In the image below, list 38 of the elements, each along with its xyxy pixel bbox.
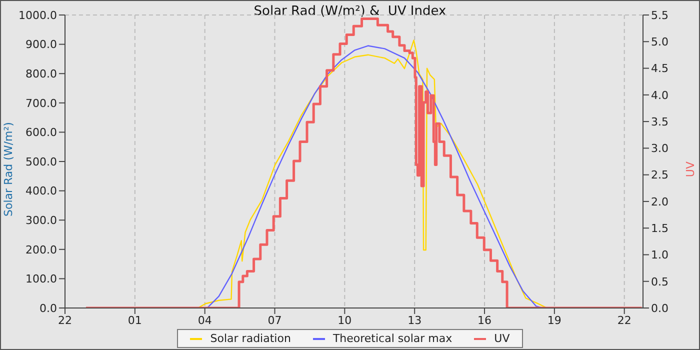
y-tick-label: 600.0 [26,126,57,140]
x-tick-label: 22 [58,314,72,327]
legend-label: UV [493,332,510,345]
y2-tick-label: 3.0 [651,142,668,156]
y-tick-label: 300.0 [26,214,57,228]
y-tick-label: 400.0 [26,184,57,198]
y-tick-label: 500.0 [26,155,57,168]
x-tick-label: 04 [198,314,212,327]
y-tick-label: 900.0 [26,38,57,52]
x-tick-label: 16 [478,314,492,327]
x-tick-label: 13 [408,314,422,327]
y2-axis-title: UV [684,161,697,178]
y2-tick-label: 1.5 [651,222,668,235]
y2-tick-label: 5.0 [651,36,668,49]
y2-tick-label: 2.5 [651,168,668,182]
x-tick-label: 10 [338,314,352,327]
y2-tick-label: 5.5 [651,8,668,22]
x-tick-label: 19 [547,314,562,327]
y-tick-label: 700.0 [26,96,57,110]
y2-tick-label: 0.5 [651,275,668,288]
chart-title: Solar Rad (W/m²) & UV Index [254,4,446,19]
y2-tick-label: 0.0 [651,302,668,315]
y-tick-label: 200.0 [26,243,57,256]
x-tick-label: 07 [268,314,282,327]
y2-tick-label: 3.5 [651,115,668,128]
x-tick-label: 01 [128,314,142,327]
y2-tick-label: 2.0 [651,195,668,208]
y2-tick-label: 1.0 [651,248,668,262]
y2-tick-label: 4.5 [651,62,668,76]
y2-tick-label: 4.0 [651,88,668,102]
legend-label: Solar radiation [209,332,291,345]
x-tick-label: 22 [617,314,632,327]
y-axis-title: Solar Rad (W/m²) [2,122,15,216]
y-tick-label: 800.0 [26,68,57,81]
y-tick-label: 1000.0 [18,8,57,22]
y-tick-label: 0.0 [40,302,57,315]
legend-label: Theoretical solar max [332,332,452,345]
y-tick-label: 100.0 [26,272,57,286]
